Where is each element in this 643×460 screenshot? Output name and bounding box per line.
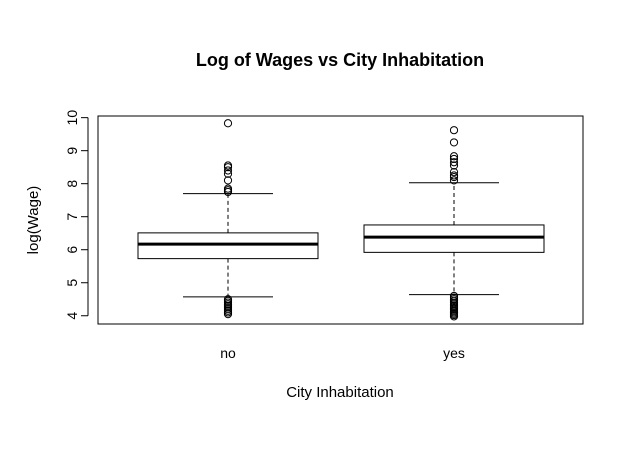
outlier-point [223, 161, 233, 170]
y-tick-label: 8 [64, 180, 80, 188]
y-tick-label: 7 [64, 213, 80, 221]
outlier-point [449, 161, 459, 170]
y-axis: 4 5 6 7 8 9 10 [64, 110, 89, 320]
y-tick-label: 4 [64, 312, 80, 320]
outlier-point [449, 168, 459, 177]
outlier-point [223, 186, 233, 195]
outlier-point [449, 171, 459, 180]
box-no [137, 119, 319, 319]
x-tick-label: yes [443, 345, 465, 361]
box-yes [363, 126, 545, 321]
y-tick-label: 5 [64, 279, 80, 287]
x-axis: no yes [220, 345, 465, 361]
outlier-point [223, 169, 233, 178]
chart-title: Log of Wages vs City Inhabitation [196, 50, 484, 70]
outlier-point [449, 126, 459, 135]
outlier-point [223, 119, 233, 128]
y-axis-label: log(Wage) [25, 186, 42, 255]
x-axis-label: City Inhabitation [286, 384, 394, 401]
y-tick-label: 6 [64, 246, 80, 254]
outlier-point [449, 138, 459, 147]
outlier-point [449, 291, 459, 301]
box-series [137, 119, 545, 321]
box-iqr [137, 232, 319, 260]
outlier-point [223, 166, 233, 175]
y-tick-label: 9 [64, 147, 80, 155]
x-tick-label: no [220, 345, 236, 361]
outlier-point [449, 152, 459, 161]
outlier-point [223, 295, 233, 304]
y-tick-label: 10 [64, 110, 80, 126]
outlier-point [223, 176, 233, 185]
outlier-point [449, 176, 459, 185]
outlier-point [223, 184, 233, 193]
plot-frame [97, 115, 584, 325]
outlier-point [449, 158, 459, 167]
outlier-point [449, 154, 459, 164]
